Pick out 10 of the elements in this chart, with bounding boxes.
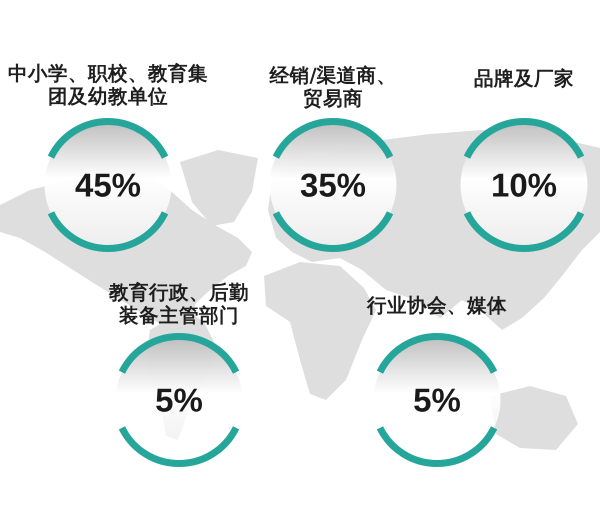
category-label: 中小学、职校、教育集团及幼教单位: [8, 62, 208, 108]
data-label: 5%: [155, 382, 203, 418]
category-label: 行业协会、媒体: [366, 294, 508, 316]
category-label: 教育行政、后勤装备主管部门: [108, 280, 249, 326]
data-label: 45%: [74, 166, 142, 204]
data-label: 35%: [300, 166, 366, 204]
data-label: 5%: [413, 382, 461, 418]
data-label: 10%: [490, 166, 558, 204]
category-label: 品牌及厂家: [474, 66, 574, 90]
category-label: 经销/渠道商、贸易商: [268, 64, 397, 110]
